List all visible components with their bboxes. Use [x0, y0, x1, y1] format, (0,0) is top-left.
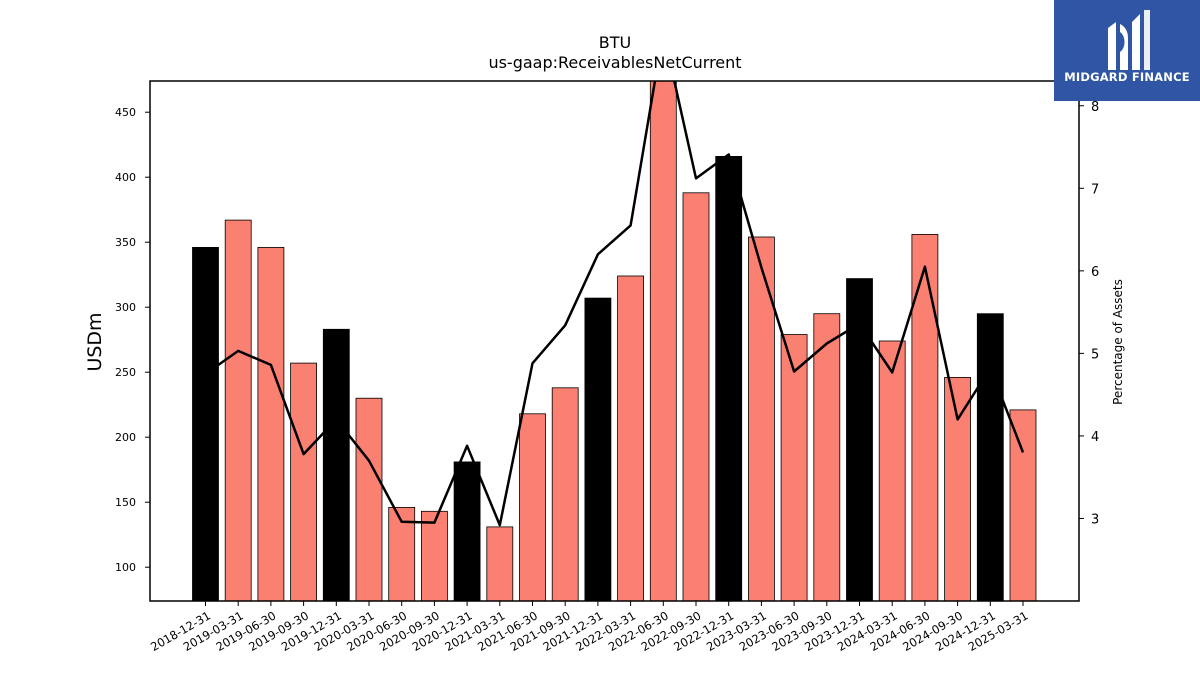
- y-axis-ticks: 100 150 200 250 300 350 400 450: [115, 106, 150, 574]
- y2-tick-label: 6: [1091, 265, 1099, 280]
- bar-2021-06-30: [519, 413, 546, 601]
- bar-2022-03-31: [617, 275, 644, 601]
- y2-tick-label: 3: [1091, 512, 1099, 527]
- bar-2025-03-31: [1009, 409, 1037, 601]
- y-tick-label: 150: [115, 496, 136, 509]
- y2-axis-label: Percentage of Assets: [1111, 279, 1125, 405]
- bar-2018-12-31: [192, 246, 219, 601]
- y-tick-label: 450: [115, 106, 136, 119]
- bar-2020-12-31: [453, 461, 481, 601]
- bar-2023-12-31: [846, 278, 873, 601]
- midgard-finance-logo: MIDGARD FINANCE: [1054, 0, 1200, 101]
- bar-2021-03-31: [486, 526, 514, 601]
- bar-2019-12-31: [322, 328, 350, 601]
- bar-2024-06-30: [911, 233, 939, 601]
- y-axis-label: USDm: [84, 312, 106, 371]
- bar-2019-03-31: [224, 219, 252, 601]
- chart-subtitle: us-gaap:ReceivablesNetCurrent: [488, 53, 741, 72]
- line-series: [204, 81, 1025, 527]
- y-tick-label: 300: [115, 301, 136, 314]
- bar-2019-06-30: [257, 246, 285, 601]
- bar-2022-12-31: [715, 155, 743, 601]
- y2-axis-ticks: 3 4 5 6 7 8: [1079, 100, 1099, 527]
- bar-2024-12-31: [976, 313, 1004, 601]
- bar-series: [192, 81, 1037, 601]
- y-tick-label: 100: [115, 561, 136, 574]
- percentage-line: [204, 81, 1025, 527]
- bar-2019-09-30: [290, 362, 318, 601]
- y-tick-label: 350: [115, 236, 136, 249]
- logo-mark-icon: [1108, 10, 1150, 70]
- y2-tick-label: 7: [1091, 182, 1099, 197]
- bar-2023-06-30: [780, 334, 808, 601]
- y2-tick-label: 4: [1091, 430, 1099, 445]
- bar-2024-09-30: [944, 376, 971, 601]
- plot-frame: [149, 80, 1080, 602]
- y-tick-label: 250: [115, 366, 136, 379]
- bar-2023-03-31: [748, 236, 775, 601]
- y2-tick-label: 5: [1091, 347, 1099, 362]
- y2-tick-label: 8: [1091, 100, 1099, 115]
- bar-2022-09-30: [682, 192, 710, 601]
- y-tick-label: 200: [115, 431, 136, 444]
- bar-2024-03-31: [878, 340, 906, 601]
- bar-2021-09-30: [551, 387, 579, 601]
- bar-2023-09-30: [813, 313, 841, 601]
- bar-2020-09-30: [420, 510, 448, 601]
- x-axis-ticks: 2018-12-312019-03-312019-06-302019-09-30…: [148, 601, 1031, 654]
- logo-text: MIDGARD FINANCE: [1064, 70, 1190, 84]
- bar-2021-12-31: [584, 297, 612, 601]
- y-tick-label: 400: [115, 171, 136, 184]
- chart-title: BTU: [599, 33, 631, 52]
- bar-2022-06-30: [649, 81, 677, 601]
- bar-2020-03-31: [355, 397, 383, 601]
